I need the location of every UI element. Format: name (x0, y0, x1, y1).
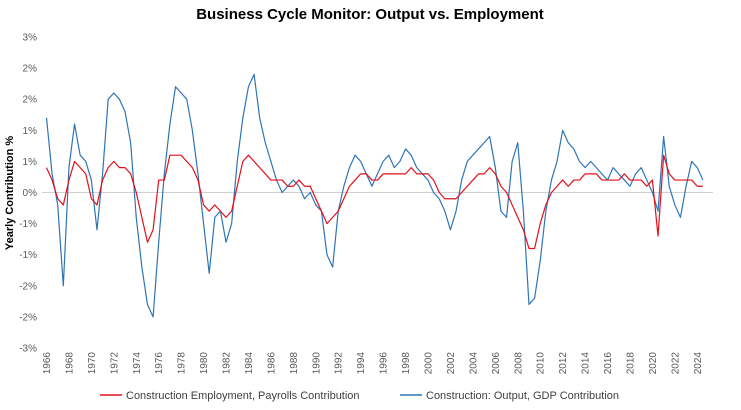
x-tick-label: 1970 (87, 352, 98, 375)
x-tick-label: 1972 (109, 352, 120, 375)
x-tick-label: 1978 (177, 352, 188, 375)
x-tick-label: 1988 (289, 352, 300, 375)
x-tick-label: 2022 (670, 352, 681, 375)
x-tick-label: 2002 (446, 352, 457, 375)
y-tick-label: 3% (23, 33, 38, 44)
x-tick-label: 1984 (244, 352, 255, 375)
x-tick-label: 1992 (334, 352, 345, 375)
x-tick-label: 1966 (42, 352, 53, 375)
chart-title: Business Cycle Monitor: Output vs. Emplo… (196, 6, 544, 23)
legend-label: Construction: Output, GDP Contribution (426, 390, 619, 402)
y-axis-title: Yearly Contribution % (4, 136, 16, 251)
x-tick-label: 1986 (266, 352, 277, 375)
y-tick-label: -3% (19, 344, 37, 355)
series-line (45, 73, 704, 318)
x-tick-label: 1994 (356, 352, 367, 375)
y-tick-label: 1% (23, 126, 38, 137)
x-tick-label: 1996 (379, 352, 390, 375)
x-tick-label: 1976 (154, 352, 165, 375)
x-tick-label: 1982 (222, 352, 233, 375)
x-tick-label: 1990 (311, 352, 322, 375)
x-tick-label: 2020 (648, 352, 659, 375)
y-tick-label: -1% (19, 250, 37, 261)
x-tick-label: 1974 (132, 352, 143, 375)
y-tick-label: 0% (23, 188, 38, 199)
y-tick-label: -1% (19, 219, 37, 230)
x-tick-label: 1968 (64, 352, 75, 375)
y-tick-label: 2% (23, 95, 38, 106)
x-tick-label: 2024 (693, 352, 704, 375)
x-tick-label: 1998 (401, 352, 412, 375)
x-tick-label: 2018 (625, 352, 636, 375)
x-tick-label: 2012 (558, 352, 569, 375)
x-tick-label: 2004 (468, 352, 479, 375)
x-tick-label: 2014 (581, 352, 592, 375)
x-tick-label: 2010 (536, 352, 547, 375)
y-tick-label: 2% (23, 64, 38, 75)
series-line (45, 154, 703, 250)
x-tick-label: 1980 (199, 352, 210, 375)
x-tick-label: 2008 (513, 352, 524, 375)
y-tick-label: -2% (19, 281, 37, 292)
y-tick-label: 1% (23, 157, 38, 168)
x-tick-label: 2000 (423, 352, 434, 375)
legend-label: Construction Employment, Payrolls Contri… (126, 390, 360, 402)
x-tick-label: 2016 (603, 352, 614, 375)
x-tick-label: 2006 (491, 352, 502, 375)
y-tick-label: -2% (19, 312, 37, 323)
